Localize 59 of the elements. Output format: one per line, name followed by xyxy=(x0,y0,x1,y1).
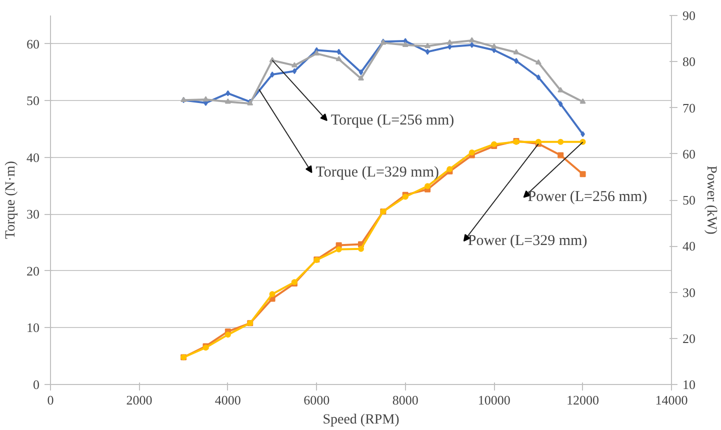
point xyxy=(226,90,230,96)
point xyxy=(425,48,430,55)
annotation: Torque (L=256 mm) xyxy=(330,112,454,129)
x-tick-label: 6000 xyxy=(304,392,330,408)
y2-tick-label: 70 xyxy=(682,100,696,116)
x-tick-label: 10000 xyxy=(478,392,510,408)
y-axis-title: Torque (N·m) xyxy=(4,160,18,239)
point xyxy=(424,183,431,190)
x-tick-label: 4000 xyxy=(214,392,241,408)
y-tick-label: 20 xyxy=(26,263,40,278)
point xyxy=(580,171,586,178)
y2-axis-title: Power (kW) xyxy=(704,166,718,235)
y2-tick-label: 20 xyxy=(682,330,696,346)
point xyxy=(336,246,342,252)
point xyxy=(580,98,586,104)
point xyxy=(314,50,320,56)
annotation: Torque (L=329 mm) xyxy=(316,164,439,181)
y-tick-label: 50 xyxy=(26,93,40,108)
annotation: Power (L=329 mm) xyxy=(468,233,588,250)
y-tick-label: 10 xyxy=(26,320,40,336)
point xyxy=(336,56,342,62)
point xyxy=(536,74,541,80)
y2-tick-label: 90 xyxy=(682,8,696,23)
x-tick-label: 12000 xyxy=(566,392,600,408)
y2-tick-label: 80 xyxy=(682,54,696,70)
point xyxy=(558,138,564,145)
y2-tick-label: 50 xyxy=(682,192,696,208)
y-tick-label: 30 xyxy=(26,206,40,222)
point xyxy=(468,37,475,42)
point xyxy=(424,42,431,48)
point xyxy=(558,152,564,158)
x-tick-label: 2000 xyxy=(126,392,152,408)
point xyxy=(358,69,364,76)
y2-tick-label: 60 xyxy=(682,146,696,162)
y-tick-label: 0 xyxy=(33,377,40,392)
point xyxy=(358,246,364,252)
x-tick-label: 8000 xyxy=(392,392,418,408)
point xyxy=(269,291,276,298)
point xyxy=(402,42,408,47)
point xyxy=(470,42,474,48)
y-tick-label: 40 xyxy=(26,150,40,165)
point xyxy=(224,332,231,338)
point xyxy=(468,149,475,156)
point xyxy=(446,39,453,45)
y-tick-label: 60 xyxy=(26,36,40,52)
point xyxy=(292,68,297,74)
point xyxy=(202,96,209,102)
y2-tick-label: 30 xyxy=(682,284,696,300)
x-tick-label: 0 xyxy=(47,392,54,408)
x-tick-label: 14000 xyxy=(655,392,688,408)
x-axis-title: Speed (RPM) xyxy=(322,412,400,428)
y2-tick-label: 10 xyxy=(682,377,696,392)
point xyxy=(358,75,364,80)
y2-tick-label: 40 xyxy=(682,238,696,254)
annotation: Power (L=256 mm) xyxy=(528,189,648,206)
point xyxy=(291,62,298,68)
point xyxy=(535,59,542,65)
point xyxy=(224,98,231,104)
point xyxy=(558,101,563,108)
